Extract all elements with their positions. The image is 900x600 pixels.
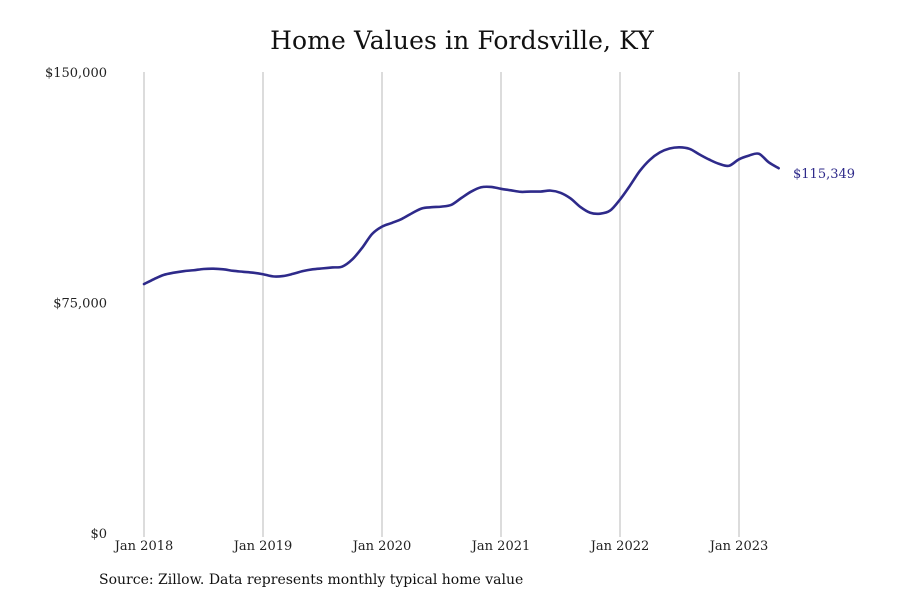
y-tick-label: $75,000 bbox=[53, 297, 107, 312]
x-tick-label: Jan 2019 bbox=[232, 539, 293, 554]
source-note: Source: Zillow. Data represents monthly … bbox=[99, 572, 524, 588]
gridlines bbox=[143, 72, 740, 537]
y-tick-label: $0 bbox=[90, 527, 107, 542]
x-tick-label: Jan 2020 bbox=[351, 539, 412, 554]
x-tick-label: Jan 2018 bbox=[113, 539, 174, 554]
x-tick-label: Jan 2023 bbox=[708, 539, 769, 554]
x-axis-ticks: Jan 2018 Jan 2019 Jan 2020 Jan 2021 Jan 2022… bbox=[113, 539, 769, 554]
end-label-layer: $115,349 bbox=[793, 167, 855, 182]
end-value-label: $115,349 bbox=[793, 167, 855, 182]
x-tick-label: Jan 2022 bbox=[589, 539, 650, 554]
chart-title: Home Values in Fordsville, KY bbox=[270, 26, 654, 55]
y-axis-ticks: $0 $75,000 $150,000 bbox=[45, 66, 107, 542]
series-layer bbox=[142, 145, 780, 286]
y-tick-label: $150,000 bbox=[45, 66, 107, 81]
series-line-home-value bbox=[142, 145, 780, 286]
x-tick-label: Jan 2021 bbox=[470, 539, 531, 554]
